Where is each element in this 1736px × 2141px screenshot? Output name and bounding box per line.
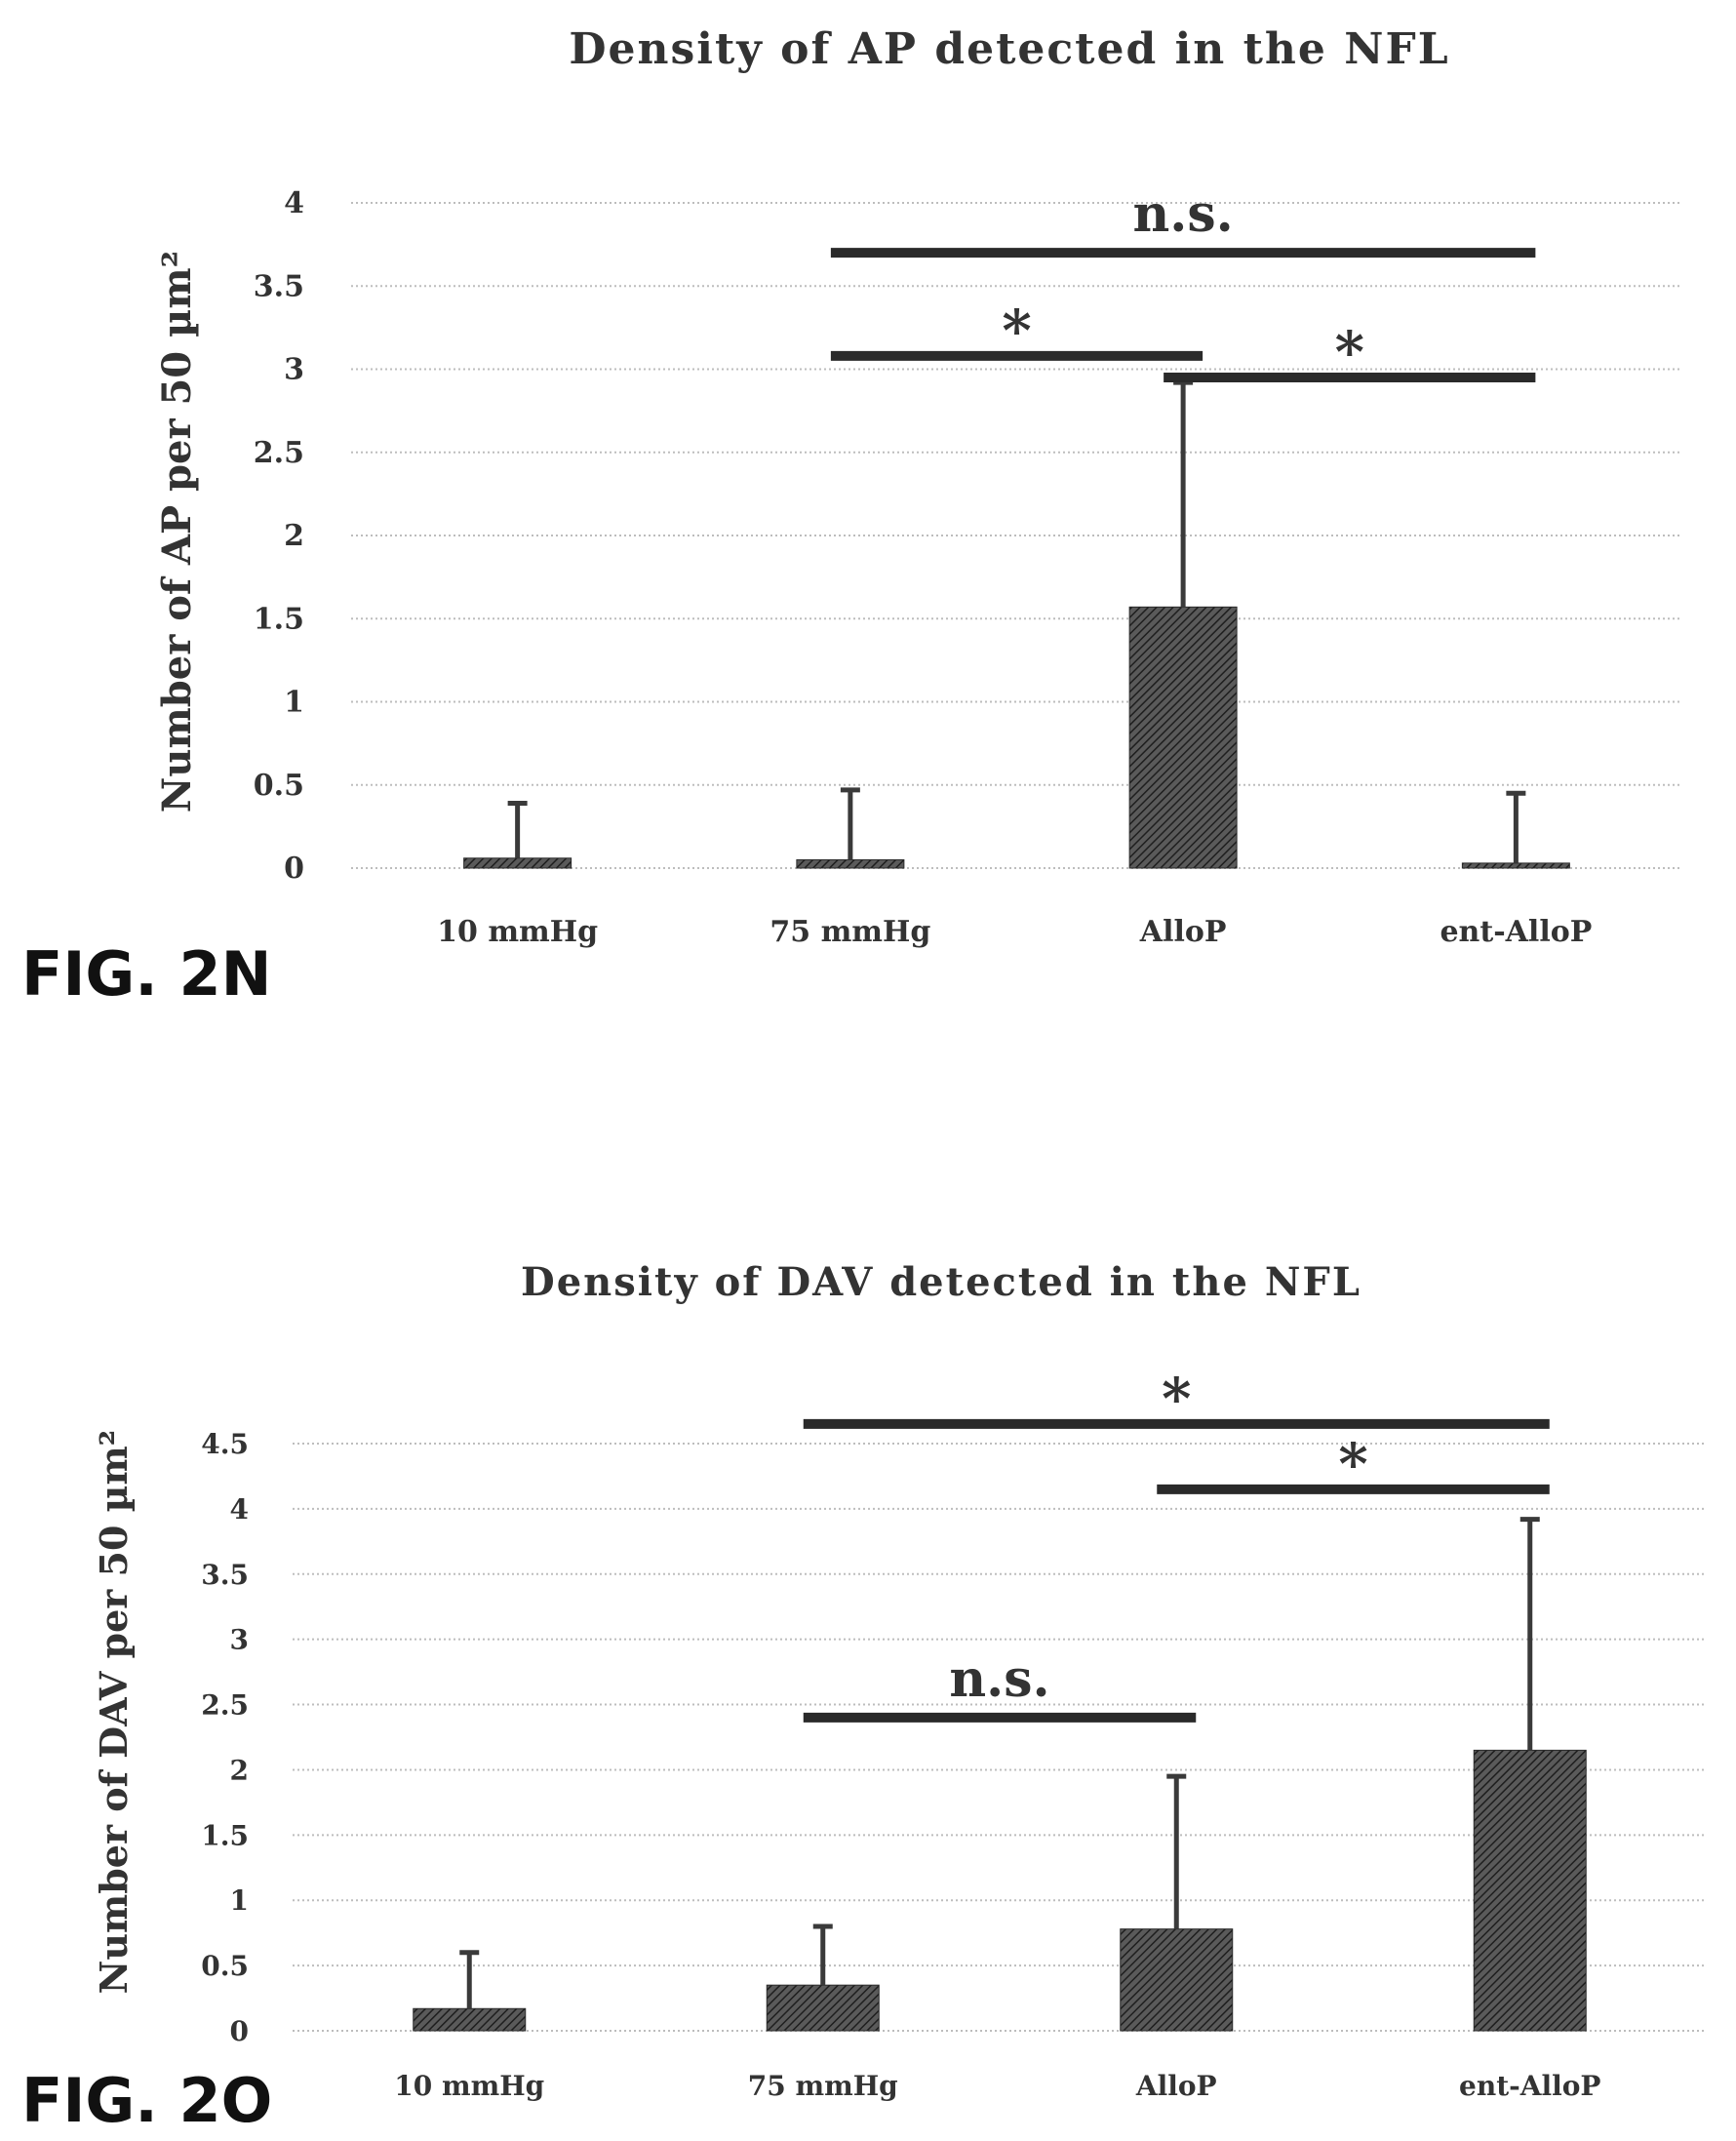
y-tick-label: 0.5 (201, 1950, 249, 1982)
y-tick-label: 4.5 (201, 1428, 249, 1460)
figure-label: FIG. 2N (21, 938, 271, 1010)
chart-ap-density: Density of AP detected in the NFL Number … (21, 24, 1682, 1010)
y-tick-label: 1.5 (254, 602, 304, 636)
chart-title: Density of DAV detected in the NFL (521, 1259, 1361, 1305)
y-tick-label: 4 (230, 1493, 249, 1526)
bar-2 (1120, 1928, 1234, 2032)
y-tick-label: 3.5 (201, 1559, 249, 1591)
bar-2 (1128, 606, 1238, 869)
significance-label-0: n.s. (1132, 184, 1233, 244)
bar-0 (413, 2007, 527, 2032)
category-label-0: 10 mmHg (437, 915, 598, 949)
significance-label-0: * (1162, 1366, 1191, 1432)
y-tick-label: 2 (284, 519, 304, 553)
y-tick-label: 0.5 (254, 769, 304, 803)
bar-1 (796, 858, 905, 869)
category-label-2: AlloP (1139, 915, 1227, 949)
chart-dav-density: Density of DAV detected in the NFL Number… (21, 1259, 1707, 2136)
y-tick-label: 2.5 (201, 1689, 249, 1722)
significance-label-1: * (1338, 1431, 1367, 1497)
category-label-1: 75 mmHg (769, 915, 930, 949)
y-tick-label: 1 (230, 1884, 249, 1917)
y-tick-label: 2.5 (254, 436, 304, 470)
y-axis-label: Number of AP per 50 µm² (154, 251, 200, 813)
significance-label-1: * (1002, 297, 1031, 364)
chart-title: Density of AP detected in the NFL (569, 24, 1449, 74)
y-tick-label: 3 (230, 1624, 249, 1656)
y-tick-label: 2 (230, 1754, 249, 1786)
y-tick-label: 4 (284, 186, 304, 220)
y-tick-label: 0 (284, 852, 304, 886)
bar-1 (766, 1984, 880, 2032)
category-label-1: 75 mmHg (748, 2070, 898, 2102)
y-tick-label: 1 (284, 686, 304, 720)
bar-3 (1461, 862, 1570, 869)
category-label-3: ent-AlloP (1459, 2070, 1600, 2102)
significance-label-2: * (1335, 319, 1364, 385)
category-label-0: 10 mmHg (394, 2070, 544, 2102)
bar-0 (463, 857, 572, 869)
significance-label-2: n.s. (949, 1649, 1049, 1709)
y-axis-label: Number of DAV per 50 µm² (92, 1430, 136, 1995)
y-tick-label: 1.5 (201, 1819, 249, 1851)
figure-label: FIG. 2O (21, 2065, 272, 2136)
y-tick-label: 3 (284, 353, 304, 387)
category-label-3: ent-AlloP (1440, 915, 1592, 949)
category-label-2: AlloP (1135, 2070, 1217, 2102)
y-tick-label: 3.5 (254, 269, 304, 303)
y-tick-label: 0 (230, 2015, 249, 2047)
bar-3 (1473, 1749, 1587, 2032)
